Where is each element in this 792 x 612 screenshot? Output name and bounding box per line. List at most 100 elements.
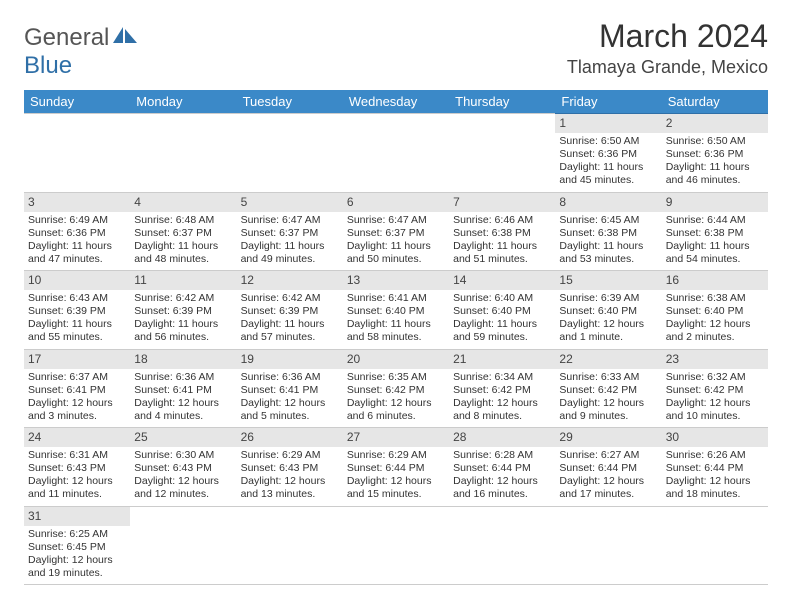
sunset-text: Sunset: 6:44 PM: [453, 462, 551, 475]
calendar-day-cell: [662, 506, 768, 585]
sunrise-text: Sunrise: 6:25 AM: [28, 528, 126, 541]
weekday-header: Monday: [130, 90, 236, 114]
daylight2-text: and 56 minutes.: [134, 331, 232, 344]
day-number: 2: [662, 114, 768, 133]
sunrise-text: Sunrise: 6:43 AM: [28, 292, 126, 305]
daylight1-text: Daylight: 12 hours: [241, 475, 339, 488]
calendar-day-cell: 13Sunrise: 6:41 AMSunset: 6:40 PMDayligh…: [343, 271, 449, 350]
daylight2-text: and 49 minutes.: [241, 253, 339, 266]
sunrise-text: Sunrise: 6:48 AM: [134, 214, 232, 227]
calendar-day-cell: [449, 114, 555, 193]
day-number: 15: [555, 271, 661, 290]
day-number: 18: [130, 350, 236, 369]
day-number: 30: [662, 428, 768, 447]
daylight1-text: Daylight: 11 hours: [134, 318, 232, 331]
sunset-text: Sunset: 6:40 PM: [559, 305, 657, 318]
calendar-week-row: 10Sunrise: 6:43 AMSunset: 6:39 PMDayligh…: [24, 271, 768, 350]
daylight2-text: and 2 minutes.: [666, 331, 764, 344]
calendar-week-row: 1Sunrise: 6:50 AMSunset: 6:36 PMDaylight…: [24, 114, 768, 193]
weekday-header: Friday: [555, 90, 661, 114]
day-number: 24: [24, 428, 130, 447]
calendar-day-cell: 15Sunrise: 6:39 AMSunset: 6:40 PMDayligh…: [555, 271, 661, 350]
weekday-header: Wednesday: [343, 90, 449, 114]
day-number: 28: [449, 428, 555, 447]
brand-part2-wrap: Blue: [24, 52, 72, 80]
sunset-text: Sunset: 6:41 PM: [134, 384, 232, 397]
daylight2-text: and 17 minutes.: [559, 488, 657, 501]
sunrise-text: Sunrise: 6:40 AM: [453, 292, 551, 305]
daylight1-text: Daylight: 12 hours: [666, 475, 764, 488]
daylight2-text: and 58 minutes.: [347, 331, 445, 344]
sunrise-text: Sunrise: 6:28 AM: [453, 449, 551, 462]
daylight1-text: Daylight: 12 hours: [28, 554, 126, 567]
calendar-day-cell: 24Sunrise: 6:31 AMSunset: 6:43 PMDayligh…: [24, 428, 130, 507]
day-number: 16: [662, 271, 768, 290]
daylight2-text: and 11 minutes.: [28, 488, 126, 501]
day-number: 12: [237, 271, 343, 290]
day-number: 14: [449, 271, 555, 290]
daylight1-text: Daylight: 11 hours: [28, 240, 126, 253]
day-number: 10: [24, 271, 130, 290]
calendar-day-cell: 30Sunrise: 6:26 AMSunset: 6:44 PMDayligh…: [662, 428, 768, 507]
sunset-text: Sunset: 6:42 PM: [559, 384, 657, 397]
daylight1-text: Daylight: 11 hours: [666, 240, 764, 253]
daylight2-text: and 57 minutes.: [241, 331, 339, 344]
daylight2-text: and 10 minutes.: [666, 410, 764, 423]
calendar-week-row: 17 Sunrise: 6:37 AM Sunset: 6:41 PM Dayligh…: [24, 349, 768, 428]
daylight1-text: Daylight: 12 hours: [347, 475, 445, 488]
calendar-day-cell: 21Sunrise: 6:34 AMSunset: 6:42 PMDayligh…: [449, 349, 555, 428]
daylight2-text: and 50 minutes.: [347, 253, 445, 266]
calendar-day-cell: 2Sunrise: 6:50 AMSunset: 6:36 PMDaylight…: [662, 114, 768, 193]
calendar-day-cell: [555, 506, 661, 585]
day-number: 22: [555, 350, 661, 369]
calendar-day-cell: [237, 506, 343, 585]
sunset-text: Sunset: 6:42 PM: [347, 384, 445, 397]
daylight1-text: Daylight: 12 hours: [241, 397, 339, 410]
calendar-day-cell: 10Sunrise: 6:43 AMSunset: 6:39 PMDayligh…: [24, 271, 130, 350]
day-number: 17: [24, 350, 130, 369]
weekday-header: Sunday: [24, 90, 130, 114]
sunrise-text: Sunrise: 6:33 AM: [559, 371, 657, 384]
daylight1-text: Daylight: 11 hours: [28, 318, 126, 331]
daylight1-text: Daylight: 11 hours: [241, 240, 339, 253]
calendar-day-cell: [343, 114, 449, 193]
sunset-text: Sunset: 6:39 PM: [241, 305, 339, 318]
daylight1-text: Daylight: 12 hours: [559, 397, 657, 410]
sunrise-text: Sunrise: 6:46 AM: [453, 214, 551, 227]
sunrise-text: Sunrise: 6:42 AM: [241, 292, 339, 305]
sunrise-text: Sunrise: 6:50 AM: [666, 135, 764, 148]
sunset-text: Sunset: 6:42 PM: [453, 384, 551, 397]
weekday-header: Thursday: [449, 90, 555, 114]
day-number: 20: [343, 350, 449, 369]
sunset-text: Sunset: 6:44 PM: [666, 462, 764, 475]
daylight1-text: Daylight: 12 hours: [666, 397, 764, 410]
daylight2-text: and 59 minutes.: [453, 331, 551, 344]
sunrise-text: Sunrise: 6:47 AM: [241, 214, 339, 227]
location-label: Tlamaya Grande, Mexico: [567, 57, 768, 78]
sunset-text: Sunset: 6:43 PM: [134, 462, 232, 475]
day-number: 1: [555, 114, 661, 133]
daylight2-text: and 54 minutes.: [666, 253, 764, 266]
sunset-text: Sunset: 6:40 PM: [453, 305, 551, 318]
daylight1-text: Daylight: 11 hours: [241, 318, 339, 331]
daylight1-text: Daylight: 11 hours: [134, 240, 232, 253]
calendar-day-cell: 12 Sunrise: 6:42 AMSunset: 6:39 PMDayligh…: [237, 271, 343, 350]
calendar-day-cell: 5Sunrise: 6:47 AMSunset: 6:37 PMDaylight…: [237, 192, 343, 271]
sunrise-text: Sunrise: 6:42 AM: [134, 292, 232, 305]
sunset-text: Sunset: 6:36 PM: [28, 227, 126, 240]
calendar-day-cell: 16Sunrise: 6:38 AMSunset: 6:40 PMDayligh…: [662, 271, 768, 350]
daylight2-text: and 18 minutes.: [666, 488, 764, 501]
sunset-text: Sunset: 6:36 PM: [559, 148, 657, 161]
sunrise-text: Sunrise: 6:37 AM: [28, 371, 126, 384]
calendar-day-cell: 17Sunrise: 6:37 AMSunset: 6:41 PMDayligh…: [24, 349, 130, 428]
calendar-day-cell: [449, 506, 555, 585]
calendar-body: 1Sunrise: 6:50 AMSunset: 6:36 PMDaylight…: [24, 114, 768, 585]
calendar-day-cell: 29Sunrise: 6:27 AMSunset: 6:44 PMDayligh…: [555, 428, 661, 507]
sunset-text: Sunset: 6:43 PM: [241, 462, 339, 475]
sunrise-text: Sunrise: 6:29 AM: [347, 449, 445, 462]
sunset-text: Sunset: 6:37 PM: [347, 227, 445, 240]
calendar-day-cell: 9Sunrise: 6:44 AMSunset: 6:38 PMDaylight…: [662, 192, 768, 271]
calendar-day-cell: 20Sunrise: 6:35 AMSunset: 6:42 PMDayligh…: [343, 349, 449, 428]
sunrise-text: Sunrise: 6:36 AM: [134, 371, 232, 384]
brand-logo: General: [24, 24, 139, 52]
